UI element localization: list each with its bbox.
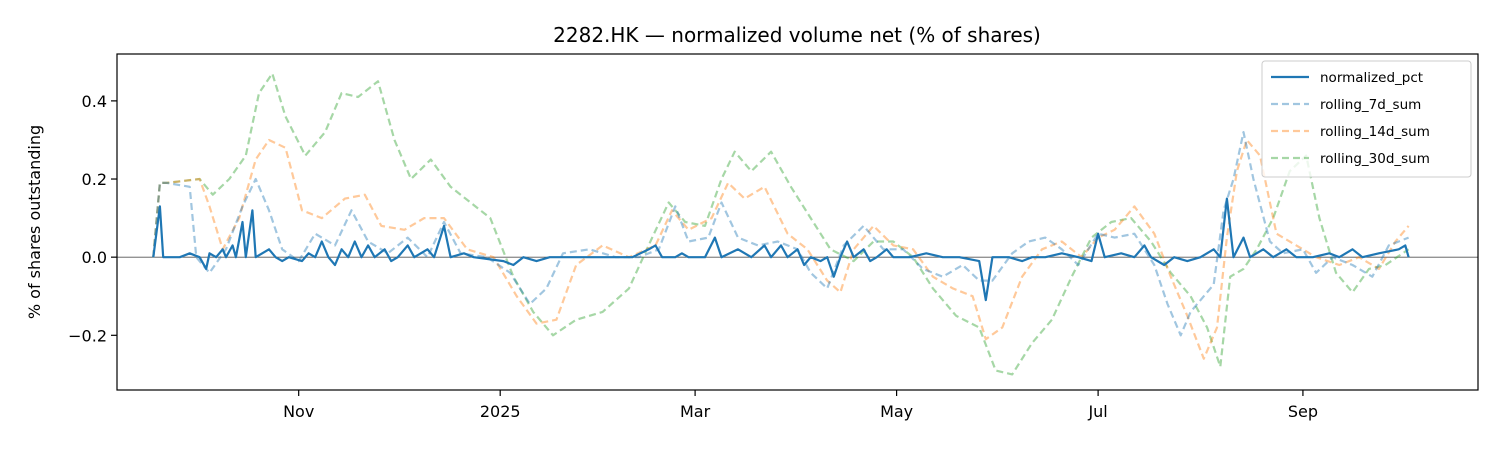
- x-tick-label: Jul: [1087, 402, 1107, 421]
- chart-title: 2282.HK — normalized volume net (% of sh…: [553, 23, 1041, 47]
- y-axis-label: % of shares outstanding: [25, 125, 44, 319]
- y-tick-label: −0.2: [68, 326, 107, 345]
- legend-box: [1261, 60, 1472, 178]
- legend-label-rolling-14d-sum: rolling_14d_sum: [1320, 124, 1430, 140]
- x-tick-label: Mar: [680, 402, 711, 421]
- legend: normalized_pct rolling_7d_sum rolling_14d_…: [1261, 60, 1472, 178]
- x-tick-label: Nov: [283, 402, 314, 421]
- series-line-rolling-7d-sum: [152, 131, 1410, 337]
- series-line-rolling-14d-sum: [152, 138, 1410, 360]
- series-line-rolling-30d-sum: [152, 72, 1410, 376]
- plot-frame: [116, 53, 1479, 391]
- y-tick-label: 0.4: [82, 92, 107, 111]
- y-tick-label: 0.0: [82, 248, 107, 267]
- legend-label-rolling-7d-sum: rolling_7d_sum: [1320, 97, 1421, 113]
- x-tick-label: 2025: [480, 402, 521, 421]
- x-tick-label: Sep: [1288, 402, 1318, 421]
- legend-label-normalized-pct: normalized_pct: [1320, 70, 1423, 86]
- x-tick-label: May: [880, 402, 913, 421]
- series-line-normalized-pct: [152, 197, 1410, 302]
- legend-label-rolling-30d-sum: rolling_30d_sum: [1320, 151, 1430, 167]
- plot-area: −0.2 0.0 0.2 0.4 Nov 2025 Mar May Jul Sep: [68, 53, 1479, 421]
- y-tick-label: 0.2: [82, 170, 107, 189]
